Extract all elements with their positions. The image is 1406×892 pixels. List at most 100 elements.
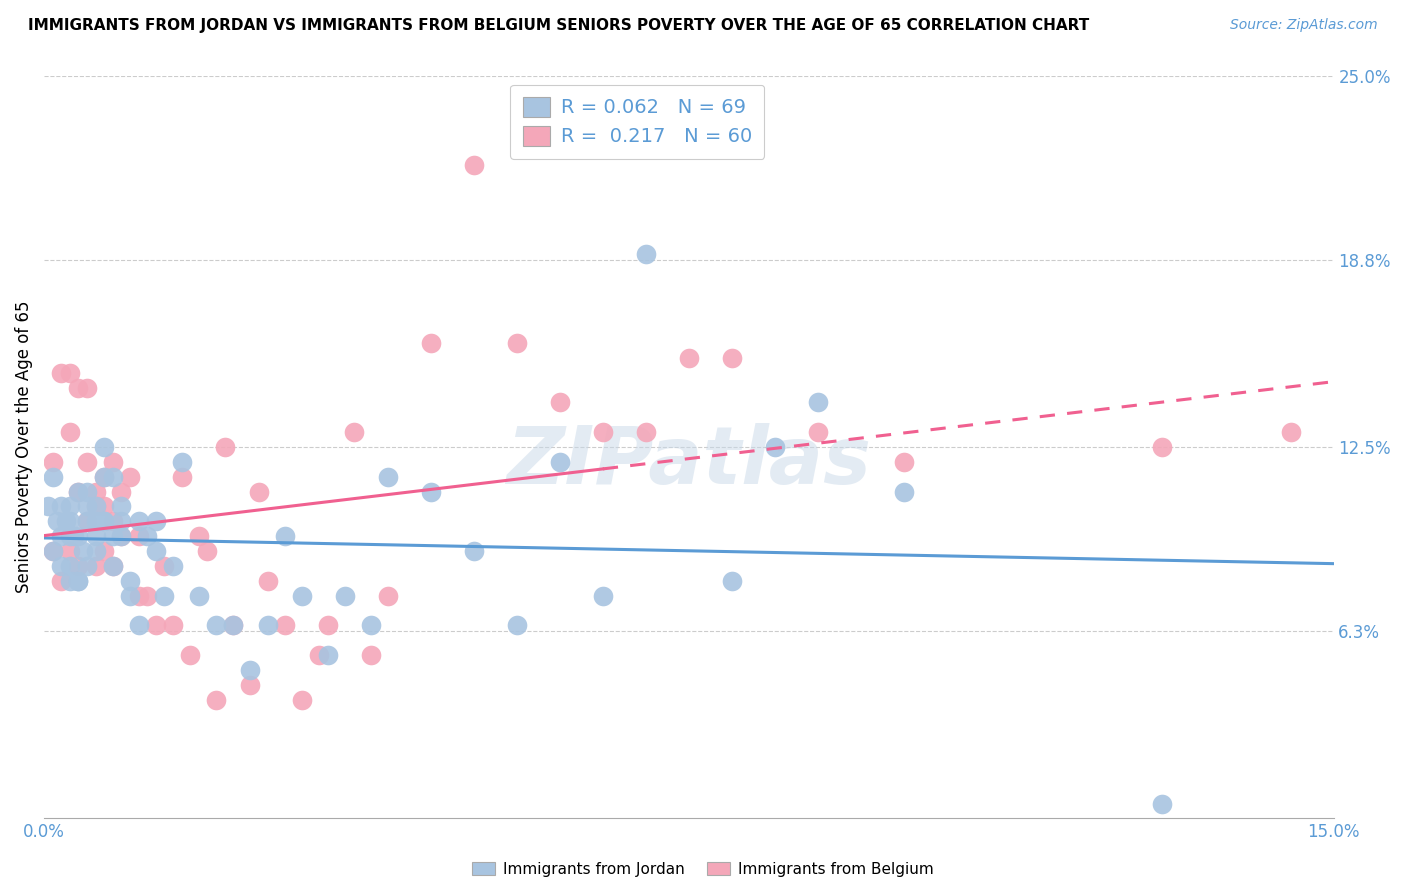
Point: [51, 529, 73, 543]
Point: [634, 425, 657, 439]
Point: [93, 514, 115, 528]
Point: [76, 455, 98, 469]
Point: [120, 574, 142, 588]
Point: [179, 648, 201, 662]
Point: [634, 247, 657, 261]
Point: [76, 484, 98, 499]
Point: [291, 589, 314, 603]
Point: [67, 574, 90, 588]
Point: [205, 692, 228, 706]
Point: [93, 514, 115, 528]
Point: [93, 469, 115, 483]
Point: [128, 514, 150, 528]
Point: [153, 558, 176, 573]
Point: [214, 440, 236, 454]
Point: [110, 529, 132, 543]
Point: [136, 589, 159, 603]
Point: [274, 618, 297, 632]
Point: [59, 500, 82, 514]
Point: [84, 544, 107, 558]
Point: [162, 618, 184, 632]
Point: [256, 574, 278, 588]
Point: [720, 574, 742, 588]
Point: [59, 425, 82, 439]
Point: [51, 574, 73, 588]
Point: [51, 500, 73, 514]
Point: [274, 529, 297, 543]
Point: [128, 589, 150, 603]
Point: [128, 529, 150, 543]
Point: [110, 514, 132, 528]
Point: [162, 558, 184, 573]
Point: [463, 158, 485, 172]
Point: [256, 618, 278, 632]
Point: [93, 469, 115, 483]
Point: [59, 514, 82, 528]
Point: [893, 484, 915, 499]
Point: [84, 500, 107, 514]
Point: [377, 589, 399, 603]
Point: [548, 455, 571, 469]
Point: [128, 618, 150, 632]
Point: [67, 529, 90, 543]
Point: [101, 455, 124, 469]
Point: [76, 380, 98, 394]
Point: [93, 500, 115, 514]
Point: [153, 589, 176, 603]
Point: [76, 558, 98, 573]
Point: [59, 558, 82, 573]
Point: [110, 500, 132, 514]
Point: [678, 351, 700, 365]
Point: [59, 529, 82, 543]
Point: [807, 425, 830, 439]
Point: [592, 589, 614, 603]
Point: [51, 558, 73, 573]
Point: [222, 618, 245, 632]
Point: [84, 484, 107, 499]
Point: [205, 618, 228, 632]
Point: [222, 618, 245, 632]
Point: [1150, 440, 1173, 454]
Point: [67, 558, 90, 573]
Point: [291, 692, 314, 706]
Point: [1279, 425, 1302, 439]
Point: [377, 469, 399, 483]
Text: Source: ZipAtlas.com: Source: ZipAtlas.com: [1230, 18, 1378, 32]
Point: [110, 529, 132, 543]
Point: [187, 589, 209, 603]
Point: [548, 395, 571, 409]
Point: [67, 484, 90, 499]
Point: [101, 558, 124, 573]
Point: [419, 336, 441, 351]
Text: ZIPatlas: ZIPatlas: [506, 423, 872, 500]
Legend: Immigrants from Jordan, Immigrants from Belgium: Immigrants from Jordan, Immigrants from …: [464, 854, 942, 884]
Point: [120, 469, 142, 483]
Point: [93, 440, 115, 454]
Point: [170, 455, 193, 469]
Point: [84, 500, 107, 514]
Point: [239, 663, 262, 677]
Point: [342, 425, 364, 439]
Point: [120, 589, 142, 603]
Point: [41, 455, 63, 469]
Point: [145, 544, 167, 558]
Point: [76, 500, 98, 514]
Point: [76, 514, 98, 528]
Point: [807, 395, 830, 409]
Point: [101, 558, 124, 573]
Point: [316, 618, 339, 632]
Point: [93, 544, 115, 558]
Point: [59, 366, 82, 380]
Point: [84, 558, 107, 573]
Point: [76, 514, 98, 528]
Text: IMMIGRANTS FROM JORDAN VS IMMIGRANTS FROM BELGIUM SENIORS POVERTY OVER THE AGE O: IMMIGRANTS FROM JORDAN VS IMMIGRANTS FRO…: [28, 18, 1090, 33]
Point: [239, 678, 262, 692]
Y-axis label: Seniors Poverty Over the Age of 65: Seniors Poverty Over the Age of 65: [15, 301, 32, 593]
Point: [197, 544, 219, 558]
Point: [506, 618, 529, 632]
Point: [55, 514, 77, 528]
Point: [308, 648, 330, 662]
Point: [247, 484, 270, 499]
Point: [136, 529, 159, 543]
Point: [145, 514, 167, 528]
